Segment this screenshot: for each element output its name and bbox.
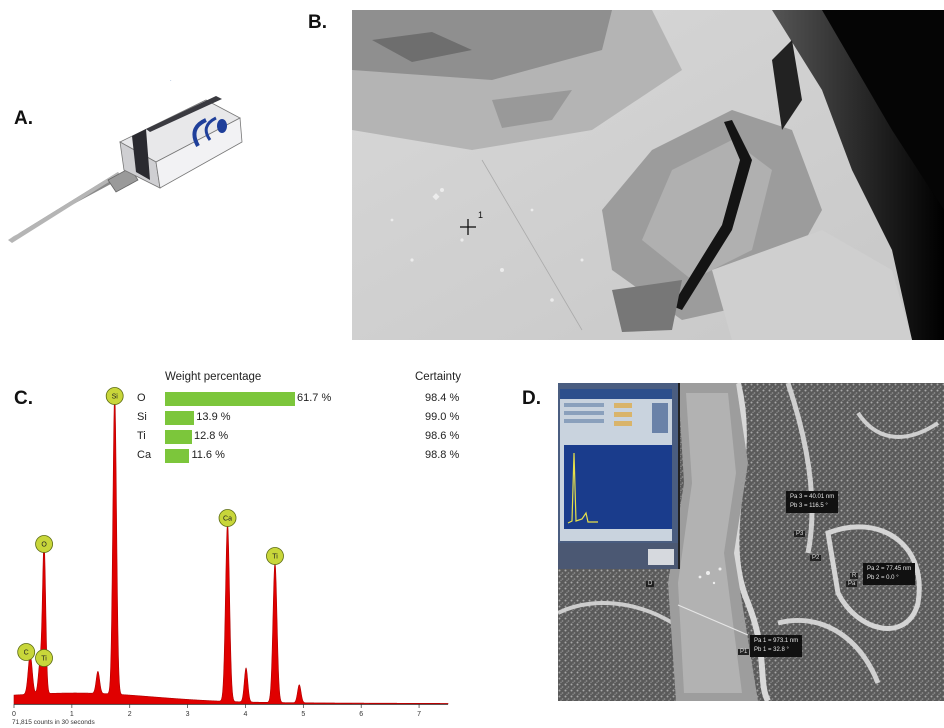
certainty-value: 98.4 %: [425, 392, 460, 404]
panel-letter-a: A.: [14, 108, 33, 129]
weight-value: 12.8 %: [193, 430, 229, 442]
peak-marker-o: O: [35, 535, 53, 553]
measurement-tag: P3: [794, 531, 806, 537]
certainty-value: 98.6 %: [425, 430, 460, 442]
svg-text:O: O: [41, 542, 47, 549]
x-tick-label: 5: [301, 711, 305, 718]
measurement-box: Pa 2 = 77.45 nm Pb 2 = 0.0 °: [863, 563, 916, 585]
weight-value: 11.6 %: [191, 449, 225, 461]
x-tick-label: 3: [186, 711, 190, 718]
spectrum-area: [13, 394, 449, 705]
element-symbol: O: [137, 392, 146, 404]
element-symbol: Ca: [137, 449, 152, 461]
weight-row-ti: Ti 12.8 % 98.6 %: [137, 429, 477, 446]
x-tick-label: 6: [359, 711, 363, 718]
weight-bar: [165, 449, 190, 463]
eds-probe-illustration: [0, 66, 260, 260]
weight-bar: [165, 392, 295, 406]
point-marker-label: 1: [478, 210, 483, 220]
weight-row-o: O 61.7 % 98.4 %: [137, 391, 477, 408]
software-screen-inset: [558, 383, 680, 569]
counts-footer: 71,815 counts in 30 seconds: [12, 719, 96, 726]
measurement-tag: D: [646, 581, 655, 587]
measurement-length: Pa 1 = 973.1 nm: [754, 638, 799, 644]
eds-spectrum-panel: Weight percentage Certainty O 61.7 % 98.4 …: [0, 365, 480, 728]
svg-text:Si: Si: [112, 394, 119, 401]
measurement-tag: Pa: [846, 581, 858, 587]
svg-text:Ca: Ca: [223, 516, 232, 523]
certainty-value: 99.0 %: [425, 411, 460, 423]
weight-bar: [165, 411, 195, 425]
weight-value: 61.7 %: [297, 392, 332, 404]
peak-marker-si: Si: [105, 387, 124, 405]
svg-text:C: C: [24, 650, 29, 657]
x-tick-label: 1: [70, 711, 74, 718]
panel-letter-c: C.: [14, 388, 33, 409]
x-tick-label: 7: [417, 711, 421, 718]
x-tick-label: 0: [12, 711, 16, 718]
panel-letter-b: B.: [308, 12, 327, 33]
measurement-angle: Pb 1 = 32.8 °: [754, 647, 789, 653]
measurement-length: Pa 2 = 77.45 nm: [867, 566, 912, 572]
certainty-header: Certainty: [415, 371, 462, 383]
measurement-tag: P2: [810, 555, 822, 561]
certainty-value: 98.8 %: [425, 449, 460, 461]
peak-marker-ti: Ti: [35, 649, 53, 667]
spectrum-plot: 0 1 2 3 4 5 6 7 71,815 counts in 30 seconds Si O Ca…: [12, 387, 449, 726]
measurement-angle: Pb 2 = 0.0 °: [867, 575, 899, 581]
measurement-angle: Pb 3 = 116.5 °: [790, 503, 828, 509]
svg-text:Ti: Ti: [41, 656, 47, 663]
element-symbol: Si: [137, 411, 147, 423]
weight-row-si: Si 13.9 % 99.0 %: [137, 410, 477, 427]
x-tick-label: 2: [128, 711, 132, 718]
measurement-box: Pa 1 = 973.1 nm Pb 1 = 32.8 °: [750, 635, 803, 657]
measurement-length: Pa 3 = 40.01 nm: [790, 494, 835, 500]
svg-text:Ti: Ti: [272, 554, 278, 561]
peak-marker-ca: Ca: [218, 509, 237, 527]
element-symbol: Ti: [137, 430, 146, 442]
measurement-tag: P1: [738, 649, 750, 655]
measurement-tag: R: [850, 573, 859, 579]
sem-image-b: 1: [352, 10, 944, 340]
panel-letter-d: D.: [522, 388, 541, 409]
weight-value: 13.9 %: [196, 411, 231, 423]
weight-row-ca: Ca 11.6 % 98.8 %: [137, 448, 477, 465]
point-marker: [460, 219, 476, 235]
weight-bar: [165, 430, 192, 444]
weight-percentage-header: Weight percentage: [165, 371, 262, 383]
peak-marker-ti: Ti: [266, 547, 284, 565]
sem-image-d: Pa 3 = 40.01 nm Pb 3 = 116.5 ° Pa 2 = 77.4…: [558, 383, 944, 701]
peak-marker-c: C: [17, 643, 36, 661]
x-tick-label: 4: [244, 711, 248, 718]
measurement-box: Pa 3 = 40.01 nm Pb 3 = 116.5 °: [786, 491, 839, 513]
